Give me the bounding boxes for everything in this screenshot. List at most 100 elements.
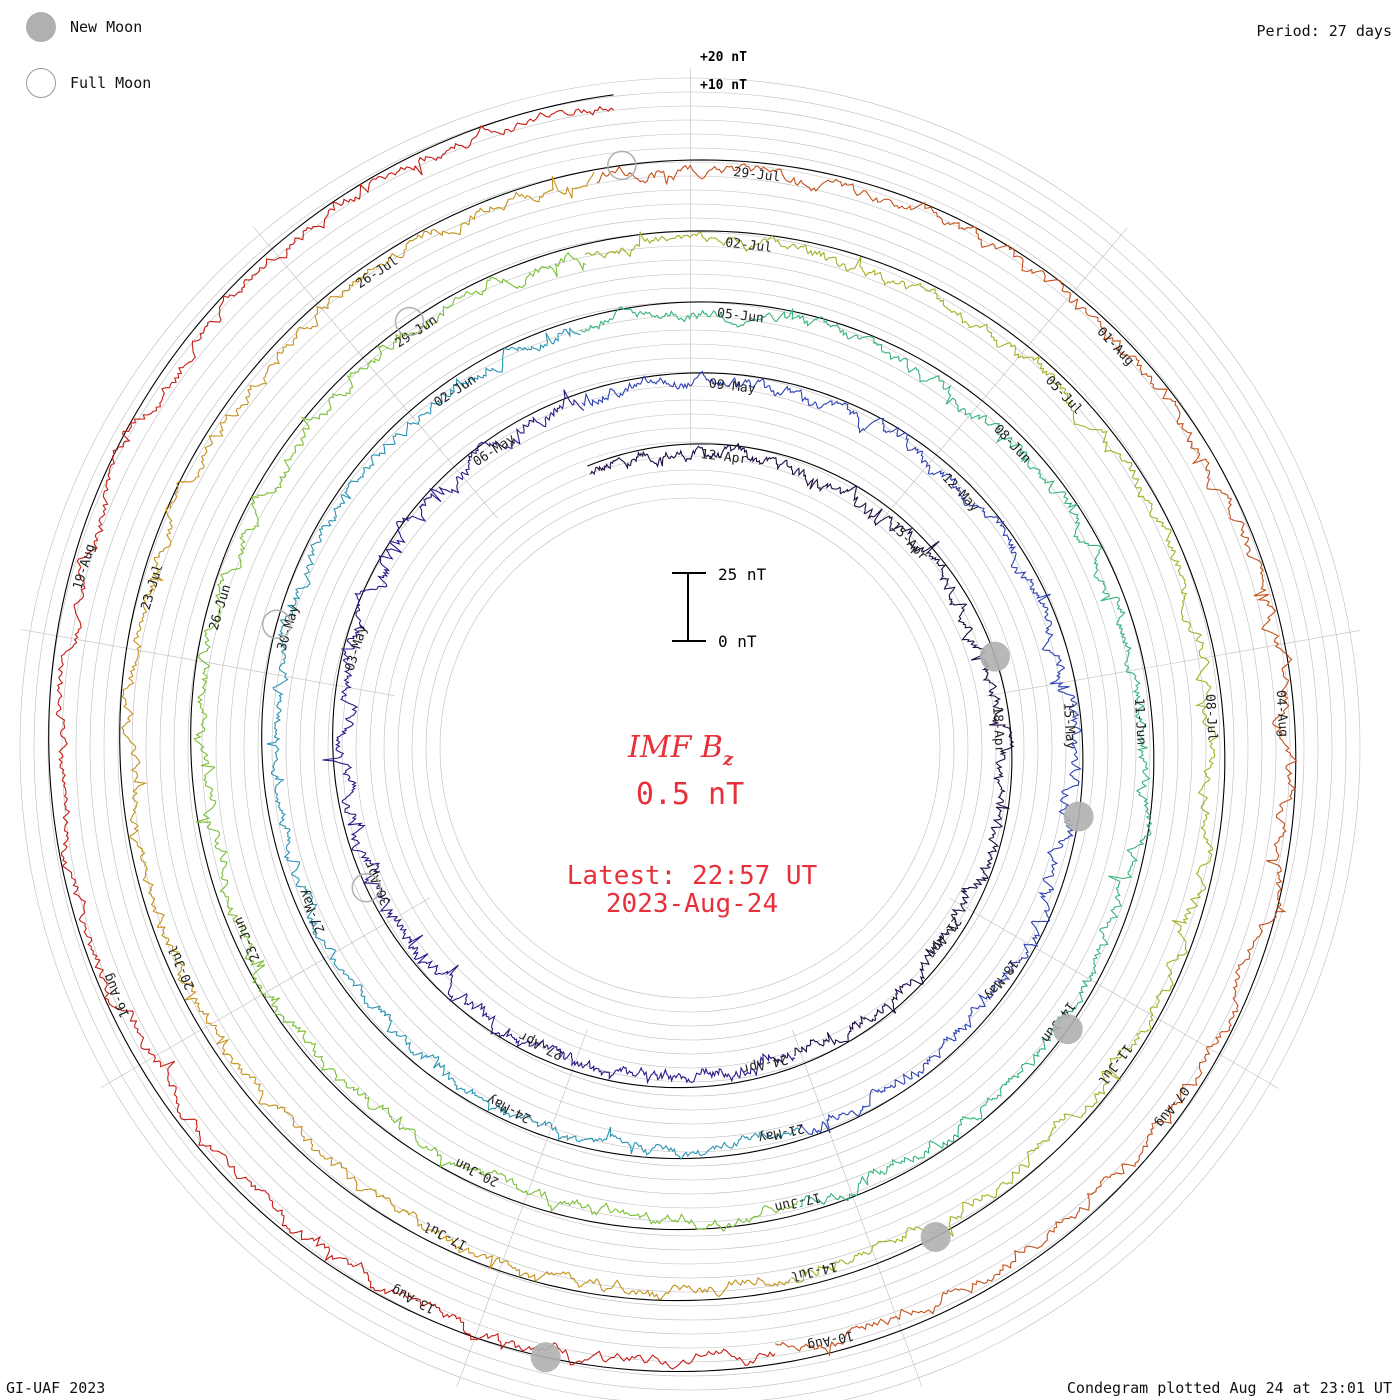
full-moon-marker xyxy=(351,872,382,903)
grid-ring xyxy=(131,189,1249,1307)
new-moon-icon xyxy=(26,12,56,42)
date-label: 18-Apr xyxy=(989,706,1007,754)
latest-time: Latest: 22:57 UT xyxy=(567,861,818,891)
grid-spoke xyxy=(253,226,498,519)
series-line-8 xyxy=(120,171,791,1301)
grid-ring xyxy=(439,497,941,999)
date-label: 01-Aug xyxy=(1094,324,1137,368)
grid-ring xyxy=(145,203,1235,1293)
date-label: 20-Jul xyxy=(166,943,198,992)
date-label: 24-Apr xyxy=(740,1051,789,1076)
grid-ring xyxy=(229,287,1151,1209)
grid-spoke xyxy=(949,897,1279,1089)
date-label: 15-May xyxy=(1060,702,1078,750)
legend-full-moon: Full Moon xyxy=(26,67,151,99)
new-moon-marker xyxy=(1063,801,1094,832)
grid-ring xyxy=(411,469,969,1027)
legend-new-moon-label: New Moon xyxy=(70,18,143,36)
zero-reference-spiral xyxy=(48,94,1297,1373)
series-line-4 xyxy=(266,327,800,1161)
scale-bottom-label: 0 nT xyxy=(718,632,757,651)
footer-plotted: Condegram plotted Aug 24 at 23:01 UT xyxy=(1066,1379,1392,1397)
date-label: 23-Jul xyxy=(139,563,167,612)
date-label: 17-Jun xyxy=(773,1189,822,1214)
grid-ring xyxy=(33,91,1347,1400)
ref-label-10nT: +10 nT xyxy=(700,78,747,93)
date-label: 19-Aug xyxy=(71,542,99,591)
date-label: 14-Jul xyxy=(789,1258,838,1283)
date-label: 29-Jul xyxy=(733,165,781,185)
footer-credit: GI-UAF 2023 xyxy=(6,1379,106,1397)
date-label: 11-Jul xyxy=(1095,1041,1135,1088)
grid-spoke xyxy=(20,629,395,696)
grid-spoke xyxy=(456,1029,588,1387)
new-moon-marker xyxy=(1052,1014,1083,1045)
series-line-2 xyxy=(322,389,796,1085)
grid-spoke xyxy=(882,227,1128,519)
grid-ring xyxy=(103,161,1277,1335)
new-moon-marker xyxy=(530,1342,561,1373)
full-moon-marker xyxy=(261,609,292,640)
grid-ring xyxy=(397,455,983,1041)
grid-ring xyxy=(75,133,1305,1363)
date-label: 02-Jul xyxy=(724,235,772,255)
grid-ring xyxy=(425,483,955,1013)
date-label: 13-Aug xyxy=(389,1282,438,1317)
series-line-1 xyxy=(589,442,1015,1057)
current-value: 0.5 nT xyxy=(636,777,744,812)
scale-bar xyxy=(672,572,706,642)
date-label: 12-Apr xyxy=(700,447,749,467)
grid-ring xyxy=(187,245,1193,1251)
date-label: 21-Apr xyxy=(924,914,964,961)
grid-ring xyxy=(271,329,1109,1167)
date-label: 05-Jul xyxy=(1042,373,1085,417)
chart-title: IMF Bz xyxy=(627,730,734,770)
full-moon-marker xyxy=(607,150,637,181)
date-label: 17-Jul xyxy=(421,1218,470,1253)
date-label: 26-Jun xyxy=(207,583,235,632)
grid-ring xyxy=(89,147,1291,1349)
grid-ring xyxy=(47,105,1333,1391)
series-line-6 xyxy=(193,252,798,1232)
full-moon-icon xyxy=(26,68,56,98)
chart-title-subscript: z xyxy=(722,749,734,770)
new-moon-marker xyxy=(920,1221,951,1252)
date-label: 12-May xyxy=(939,471,982,516)
grid-ring xyxy=(257,315,1123,1181)
date-label: 24-May xyxy=(485,1091,534,1126)
latest-date: 2023-Aug-24 xyxy=(606,889,778,919)
grid-spoke xyxy=(792,1029,923,1388)
series-line-5 xyxy=(580,306,1153,1207)
series-line-10 xyxy=(55,105,776,1370)
series-line-9 xyxy=(596,163,1298,1357)
date-label: 04-Aug xyxy=(1273,690,1291,738)
legend-full-moon-label: Full Moon xyxy=(70,74,152,92)
series-line-7 xyxy=(584,231,1218,1283)
date-label: 08-Jul xyxy=(1202,694,1220,742)
date-label: 05-Jun xyxy=(716,306,764,326)
date-label: 11-Jun xyxy=(1131,698,1149,746)
series-layer xyxy=(55,105,1298,1370)
date-label: 27-Apr xyxy=(516,1028,565,1063)
grid-ring xyxy=(19,77,1361,1400)
grid-spoke xyxy=(100,897,431,1088)
legend-new-moon: New Moon xyxy=(26,11,142,43)
date-label: 23-Jun xyxy=(231,914,263,963)
grid-ring xyxy=(117,175,1263,1321)
full-moon-marker xyxy=(394,306,425,337)
new-moon-marker xyxy=(980,641,1011,672)
ref-label-20nT: +20 nT xyxy=(700,50,747,65)
scale-top-label: 25 nT xyxy=(718,565,767,584)
chart-title-main: IMF B xyxy=(627,730,723,765)
date-label: 27-May xyxy=(296,886,328,935)
grid-ring xyxy=(285,343,1095,1153)
grid-ring xyxy=(173,231,1207,1265)
moon-marker-layer xyxy=(261,150,1094,1373)
series-line-3 xyxy=(581,370,1082,1135)
date-label: 15-Apr xyxy=(887,519,930,564)
date-label: 20-Jun xyxy=(453,1155,502,1190)
date-label: 07-Aug xyxy=(1152,1083,1192,1130)
grid-ring xyxy=(159,217,1221,1279)
period-label: Period: 27 days xyxy=(1256,22,1392,40)
